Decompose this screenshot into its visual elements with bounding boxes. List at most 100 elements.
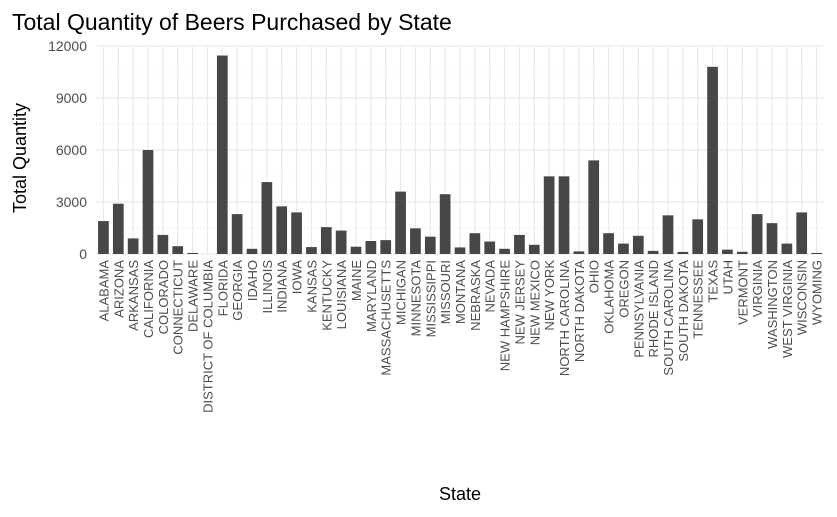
bar-delaware (187, 252, 198, 254)
bar-oklahoma (603, 233, 614, 254)
x-tick-label: KANSAS (304, 260, 319, 313)
bar-pennsylvania (632, 235, 644, 254)
y-tick-label: 9000 (56, 90, 87, 106)
x-tick-label: VERMONT (735, 260, 750, 325)
x-tick-label: SOUTH CAROLINA (661, 260, 676, 376)
x-tick-label: ARKANSAS (126, 260, 141, 331)
chart-title: Total Quantity of Beers Purchased by Sta… (12, 9, 452, 35)
x-tick-label: TEXAS (706, 260, 721, 303)
bar-minnesota (410, 228, 421, 254)
bar-rhode-island (647, 250, 659, 254)
x-tick-label: OKLAHOMA (602, 260, 617, 334)
bar-utah (722, 249, 733, 254)
bar-florida (216, 55, 228, 254)
bar-new-york (543, 176, 555, 254)
x-tick-label: WYOMING (810, 260, 825, 325)
bar-new-mexico (528, 244, 540, 254)
x-tick-label: WASHINGTON (765, 260, 780, 349)
x-tick-label: MICHIGAN (394, 260, 409, 325)
x-tick-label: DELAWARE (186, 260, 201, 332)
x-tick-label: DISTRICT OF COLUMBIA (200, 260, 215, 413)
bar-washington (766, 223, 778, 254)
bar-new-jersey (514, 234, 525, 254)
bar-nevada (484, 241, 496, 254)
x-tick-label: NEW MEXICO (527, 260, 542, 345)
bar-arkansas (127, 238, 139, 254)
y-axis-ticks: 0 3000 6000 9000 12000 (48, 38, 87, 262)
x-tick-label: IOWA (290, 260, 305, 295)
x-tick-label: MINNESOTA (408, 260, 423, 337)
y-tick-label: 0 (79, 246, 87, 262)
x-tick-label: CONNECTICUT (171, 260, 186, 355)
x-tick-label: NORTH DAKOTA (572, 260, 587, 362)
bar-oregon (618, 243, 629, 254)
x-tick-label: NEVADA (483, 260, 498, 313)
x-tick-label: NEW YORK (542, 260, 557, 331)
bar-north-carolina (558, 176, 570, 254)
y-tick-label: 6000 (56, 142, 87, 158)
x-tick-label: KENTUCKY (319, 260, 334, 331)
bar-connecticut (172, 246, 184, 254)
x-tick-label: WISCONSIN (795, 260, 810, 335)
bar-west-virginia (781, 243, 793, 254)
x-tick-label: MASSACHUSETTS (379, 260, 394, 376)
bar-michigan (395, 191, 406, 254)
bar-indiana (276, 206, 288, 254)
y-tick-label: 3000 (56, 194, 87, 210)
x-tick-label: VIRGINIA (750, 260, 765, 317)
x-tick-label: NEW HAMPSHIRE (498, 260, 513, 372)
x-tick-label: NEBRASKA (468, 260, 483, 331)
bar-north-dakota (573, 251, 585, 254)
x-tick-label: NEW JERSEY (512, 260, 527, 345)
bar-idaho (246, 248, 258, 254)
bar-georgia (231, 214, 243, 254)
bar-alabama (98, 221, 109, 254)
x-tick-label: WEST VIRGINIA (780, 260, 795, 358)
bar-nebraska (469, 233, 481, 254)
bar-colorado (157, 234, 169, 254)
y-tick-label: 12000 (48, 38, 87, 54)
x-tick-label: TENNESSEE (691, 260, 706, 339)
y-axis-title: Total Quantity (10, 103, 30, 213)
x-tick-label: MARYLAND (364, 260, 379, 332)
x-tick-label: OHIO (587, 260, 602, 293)
x-tick-label: RHODE ISLAND (646, 260, 661, 358)
bar-california (142, 150, 154, 254)
x-tick-label: OREGON (616, 260, 631, 318)
bar-wisconsin (796, 212, 808, 254)
bar-tennessee (692, 219, 704, 254)
bar-maryland (365, 241, 377, 254)
bar-arizona (112, 203, 124, 254)
x-tick-label: IDAHO (245, 260, 260, 301)
bar-virginia (751, 214, 763, 254)
bar-vermont (736, 251, 748, 254)
bar-iowa (291, 212, 302, 254)
x-axis-ticks: ALABAMA ARIZONA ARKANSAS CALIFORNIA COLORADO… (96, 260, 824, 413)
x-tick-label: FLORIDA (215, 260, 230, 317)
x-tick-label: CALIFORNIA (141, 260, 156, 338)
x-tick-label: NORTH CAROLINA (557, 260, 572, 376)
x-tick-label: MISSISSIPPI (423, 260, 438, 337)
bar-mississippi (424, 236, 436, 254)
x-tick-label: ALABAMA (96, 260, 111, 322)
bar-kansas (306, 247, 317, 254)
bar-louisiana (335, 230, 347, 254)
bar-south-dakota (677, 251, 689, 254)
bar-illinois (261, 182, 273, 254)
x-tick-label: ILLINOIS (260, 260, 275, 314)
x-tick-label: INDIANA (275, 260, 290, 313)
bar-kentucky (320, 227, 332, 254)
bar-maine (350, 246, 362, 254)
x-tick-label: COLORADO (156, 260, 171, 334)
bars (98, 55, 822, 254)
x-tick-label: PENNSYLVANIA (631, 260, 646, 358)
x-tick-label: GEORGIA (230, 260, 245, 321)
bar-texas (707, 66, 718, 254)
bar-south-carolina (662, 215, 674, 254)
x-tick-label: LOUISIANA (334, 260, 349, 330)
x-tick-label: MAINE (349, 260, 364, 302)
x-tick-label: MONTANA (453, 260, 468, 324)
bar-massachusetts (380, 240, 392, 254)
bar-wyoming (811, 252, 822, 254)
